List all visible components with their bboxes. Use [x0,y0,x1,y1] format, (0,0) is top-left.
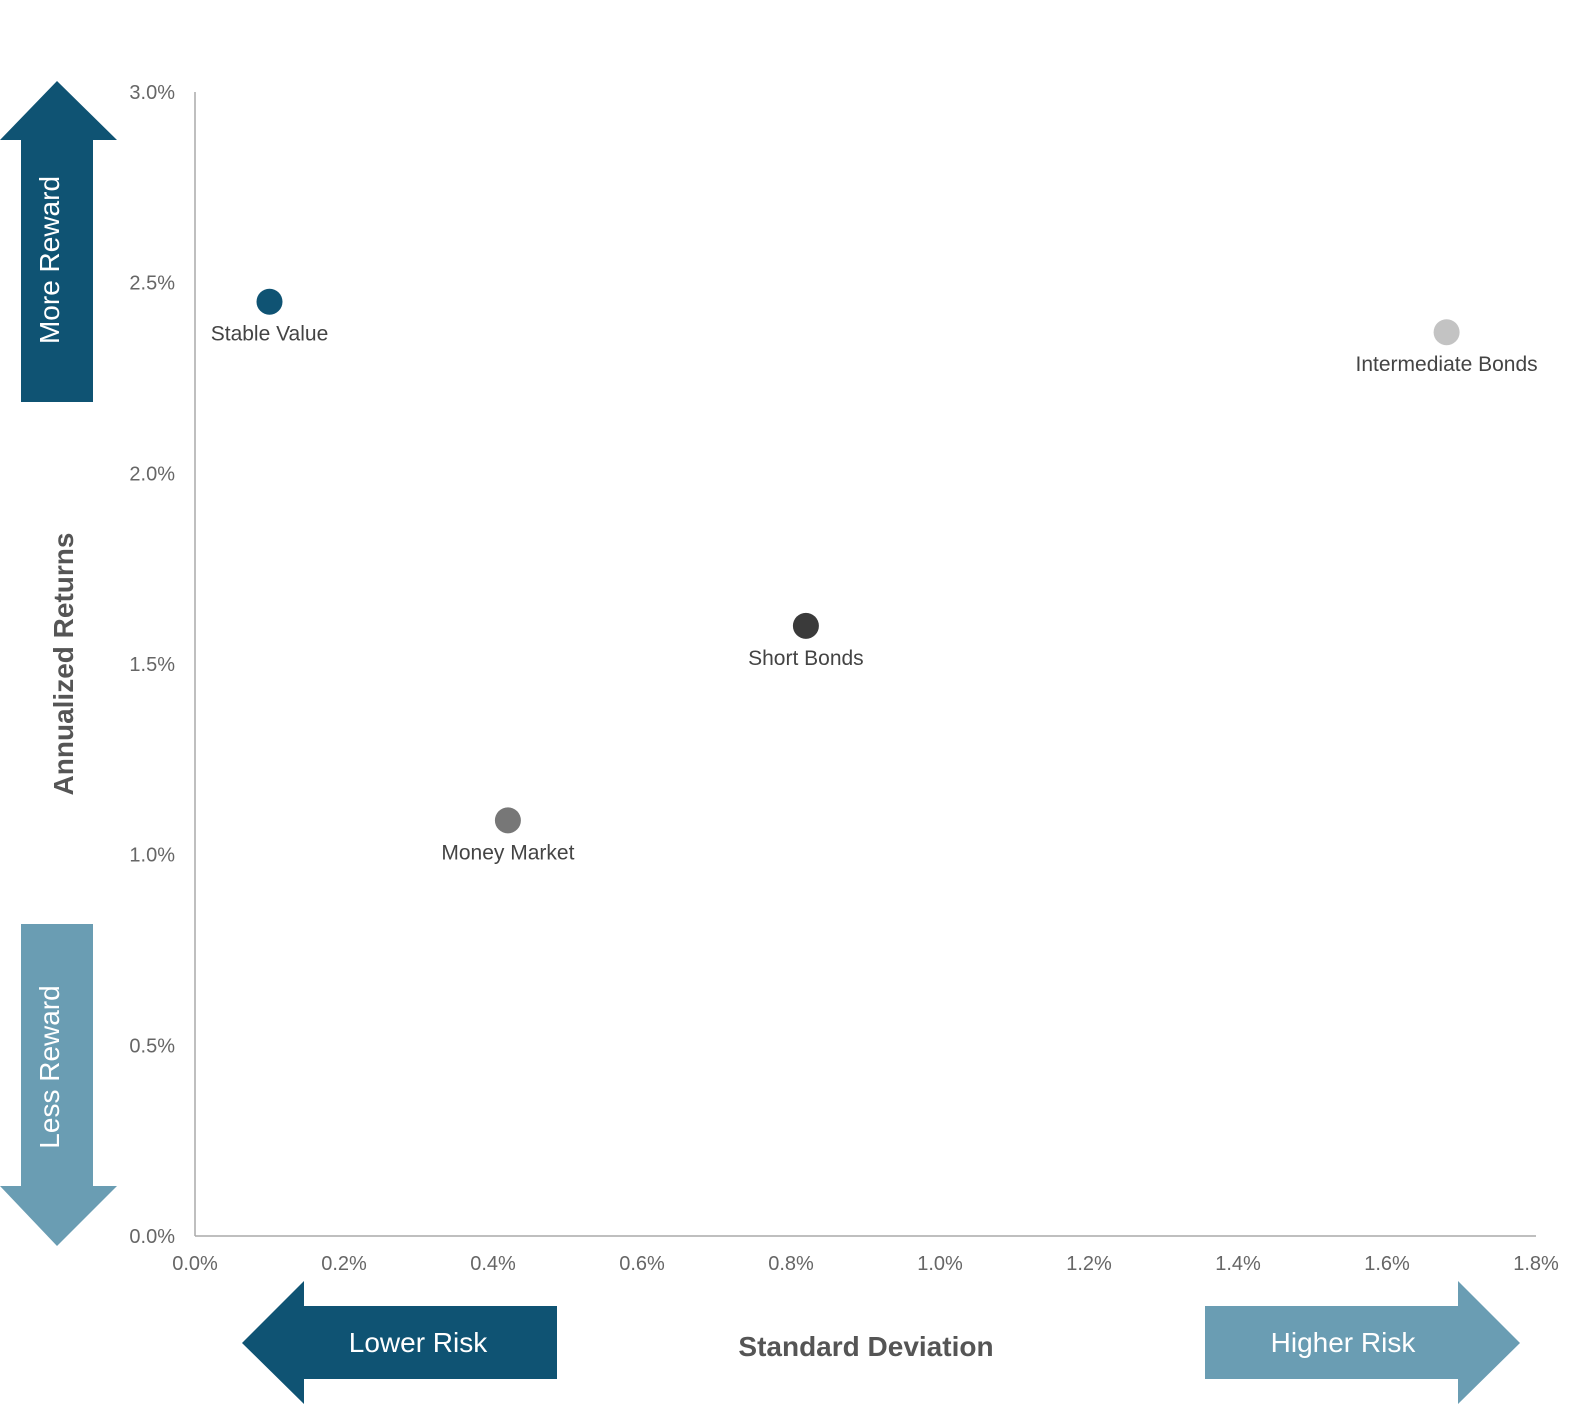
y-axis-title: Annualized Returns [48,533,79,796]
less-reward-arrow: Less Reward [0,924,117,1246]
y-tick-label: 1.5% [129,654,175,676]
y-tick-label: 2.5% [129,273,175,295]
more-reward-arrow-shape [0,81,117,402]
more-reward-arrow: More Reward [0,81,117,402]
more-reward-label: More Reward [34,176,65,344]
y-tick-labels: 0.0% 0.5% 1.0% 1.5% 2.0% 2.5% 3.0% [129,82,175,1248]
y-tick-label: 3.0% [129,82,175,104]
y-tick-label: 0.0% [129,1226,175,1248]
less-reward-label: Less Reward [34,985,65,1148]
y-tick-label: 1.0% [129,845,175,867]
data-point [1433,319,1460,346]
lower-risk-arrow-shape [242,1281,557,1404]
higher-risk-arrow: Higher Risk [1205,1281,1520,1404]
x-tick-labels: 0.0% 0.2% 0.4% 0.6% 0.8% 1.0% 1.2% 1.4% 1.6% 1.8% [172,1253,1559,1275]
data-point-label: Stable Value [211,323,329,346]
higher-risk-arrow-shape [1205,1281,1520,1404]
x-axis-title: Standard Deviation [738,1331,993,1362]
x-tick-label: 0.2% [321,1253,367,1275]
data-point [256,288,283,315]
lower-risk-label: Lower Risk [349,1327,488,1358]
x-tick-label: 0.6% [619,1253,665,1275]
data-point-label: Money Market [441,841,574,864]
less-reward-arrow-shape [0,924,117,1246]
x-tick-label: 1.4% [1215,1253,1261,1275]
x-tick-label: 1.0% [917,1253,963,1275]
data-point [792,612,819,639]
higher-risk-label: Higher Risk [1271,1327,1417,1358]
x-tick-label: 0.0% [172,1253,218,1275]
data-point-label: Short Bonds [748,647,864,670]
lower-risk-arrow: Lower Risk [242,1281,557,1404]
x-tick-label: 0.8% [768,1253,814,1275]
x-tick-label: 1.2% [1066,1253,1112,1275]
y-tick-label: 2.0% [129,463,175,485]
data-point [494,807,521,834]
x-tick-label: 0.4% [470,1253,516,1275]
x-tick-label: 1.6% [1364,1253,1410,1275]
y-tick-label: 0.5% [129,1035,175,1057]
data-point-label: Intermediate Bonds [1356,353,1538,376]
data-points: Stable Value Money Market Short Bonds Inter… [211,288,1538,864]
x-tick-label: 1.8% [1513,1253,1559,1275]
